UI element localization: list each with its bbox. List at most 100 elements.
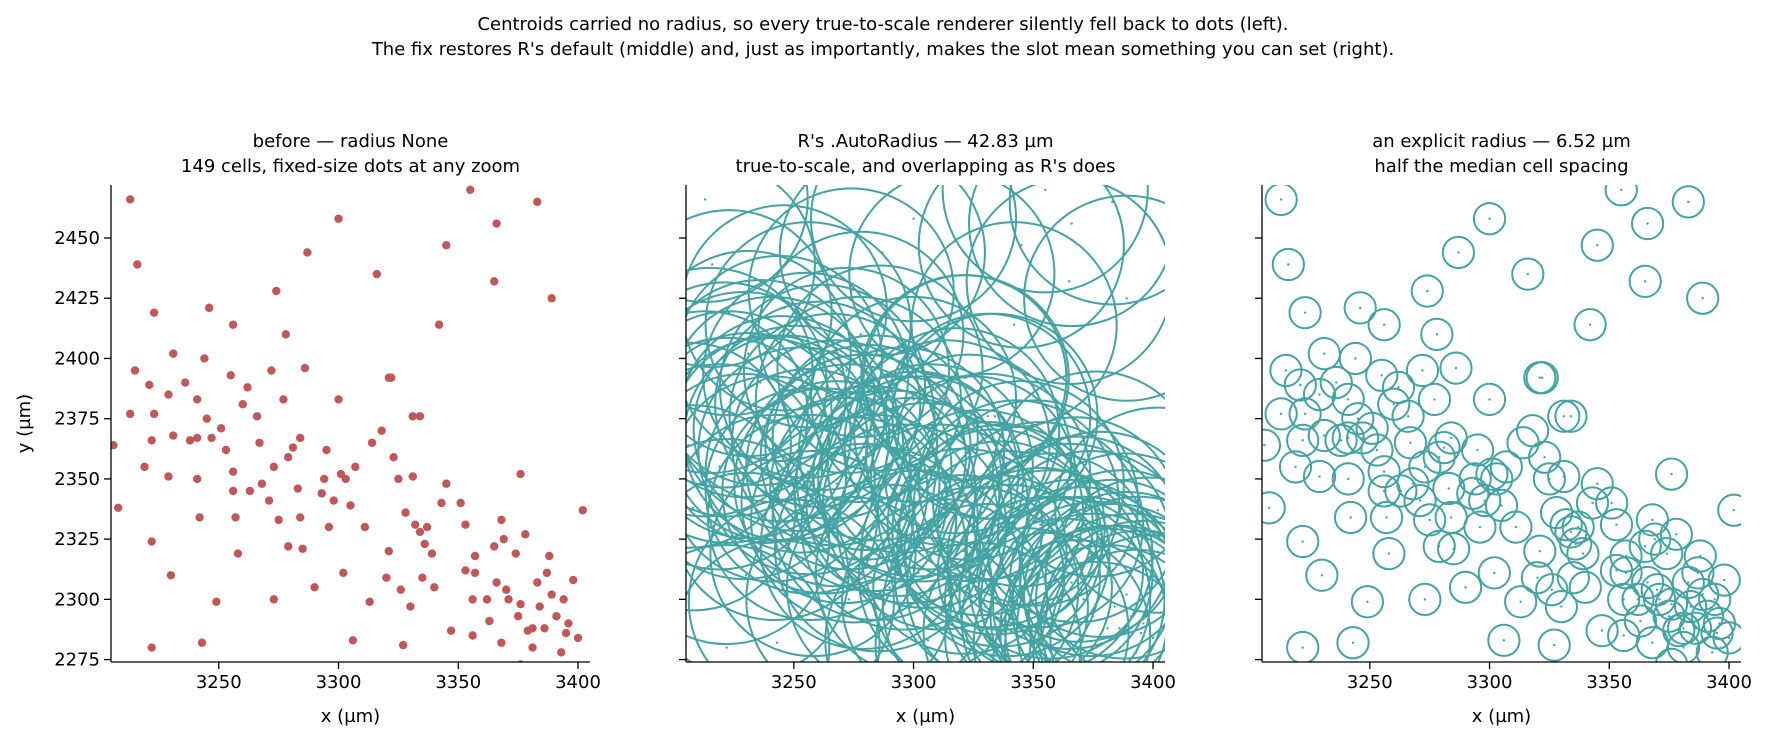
y-tick-label: 2400 <box>54 348 100 369</box>
cell-circle <box>975 435 1165 643</box>
cell-circle <box>1286 524 1320 559</box>
data-point <box>185 436 195 445</box>
cell-circle <box>1448 570 1483 604</box>
y-tick-label: 2450 <box>54 228 100 249</box>
data-point <box>468 631 477 640</box>
cell-circle <box>1547 399 1581 433</box>
cell-circle <box>1023 194 1165 402</box>
data-point <box>528 624 537 633</box>
cell-circle <box>1472 202 1507 236</box>
cell-centroid <box>1452 547 1455 550</box>
cell-circle <box>1422 440 1456 474</box>
cell-circle <box>968 478 1165 662</box>
cell-centroid <box>1653 537 1656 541</box>
cell-centroid <box>1366 600 1369 603</box>
cell-centroid <box>1600 629 1604 632</box>
cell-circle <box>1477 556 1511 590</box>
cell-circle <box>1707 563 1741 597</box>
cell-circle <box>1018 469 1165 662</box>
data-point <box>195 513 204 522</box>
cell-centroid <box>1644 545 1647 548</box>
cell-centroid <box>816 403 819 406</box>
data-point <box>334 214 343 223</box>
cell-circle <box>1650 536 1684 571</box>
cell-centroid <box>917 571 920 575</box>
cell-centroid <box>1426 289 1429 293</box>
cell-centroid <box>1588 323 1592 326</box>
cell-circle <box>996 430 1165 638</box>
cell-centroid <box>1581 552 1585 555</box>
cell-centroid <box>1655 588 1659 591</box>
cell-centroid <box>1584 586 1587 589</box>
cell-centroid <box>1267 506 1271 510</box>
x-tick-label: 3350 <box>1010 672 1056 693</box>
data-point <box>497 515 506 525</box>
data-point <box>125 409 135 419</box>
data-point <box>252 412 262 421</box>
cell-centroid <box>1560 605 1563 608</box>
cell-centroid <box>785 436 788 440</box>
cell-circle <box>1671 185 1705 219</box>
cell-circle <box>1527 440 1562 474</box>
cell-circle <box>1271 247 1305 282</box>
data-point <box>255 438 264 447</box>
cell-circle <box>989 512 1165 662</box>
cell-circle <box>1369 500 1404 535</box>
cell-centroid <box>775 641 779 644</box>
cell-centroid <box>1620 188 1623 192</box>
cell-circle <box>936 466 1145 662</box>
cell-centroid <box>1505 465 1508 469</box>
cell-circle <box>1008 185 1165 306</box>
cell-centroid <box>1699 554 1702 558</box>
y-tick-label: 2300 <box>54 589 100 610</box>
cell-circle <box>1580 228 1614 262</box>
cell-circle <box>1288 296 1322 330</box>
data-point <box>319 474 329 484</box>
cell-circle <box>1674 589 1708 624</box>
cell-centroid <box>847 598 851 601</box>
cell-centroid <box>1318 475 1321 478</box>
cell-centroid <box>1347 398 1350 401</box>
cell-circle <box>1568 570 1602 604</box>
cell-circle <box>1463 510 1497 544</box>
cell-centroid <box>1106 646 1109 649</box>
cell-centroid <box>1682 627 1685 630</box>
cell-centroid <box>912 398 915 401</box>
data-point <box>437 498 446 508</box>
cell-centroid <box>1665 552 1668 555</box>
cell-centroid <box>926 639 930 642</box>
cell-circle <box>1343 291 1377 325</box>
cell-circle <box>1609 539 1643 573</box>
cell-centroid <box>1450 516 1453 519</box>
data-point <box>528 643 537 652</box>
data-point <box>490 542 499 551</box>
cell-centroid <box>1068 280 1071 283</box>
cell-circle <box>1305 558 1339 592</box>
data-point <box>561 628 571 638</box>
data-point <box>113 503 123 513</box>
cell-circle <box>1384 474 1418 508</box>
cell-centroid <box>1658 598 1661 601</box>
cell-circle <box>917 185 1125 349</box>
cell-circle <box>893 474 1101 662</box>
data-point <box>513 612 523 621</box>
cell-centroid <box>852 518 855 522</box>
cell-centroid <box>1488 398 1491 401</box>
cell-centroid <box>1541 376 1544 379</box>
cell-centroid <box>1701 593 1704 596</box>
data-point <box>348 636 358 645</box>
cell-centroid <box>1279 198 1283 201</box>
data-point <box>468 595 477 604</box>
cell-centroid <box>1123 554 1126 558</box>
data-point <box>406 602 415 611</box>
cell-centroid <box>950 272 954 276</box>
data-point <box>427 549 437 558</box>
cell-circle <box>1365 358 1399 392</box>
cell-centroid <box>1320 574 1324 577</box>
cell-centroid <box>1531 429 1534 432</box>
cell-circle <box>991 560 1165 662</box>
data-point <box>372 269 382 279</box>
cell-centroid <box>1651 641 1654 644</box>
cell-circle <box>1278 450 1313 484</box>
